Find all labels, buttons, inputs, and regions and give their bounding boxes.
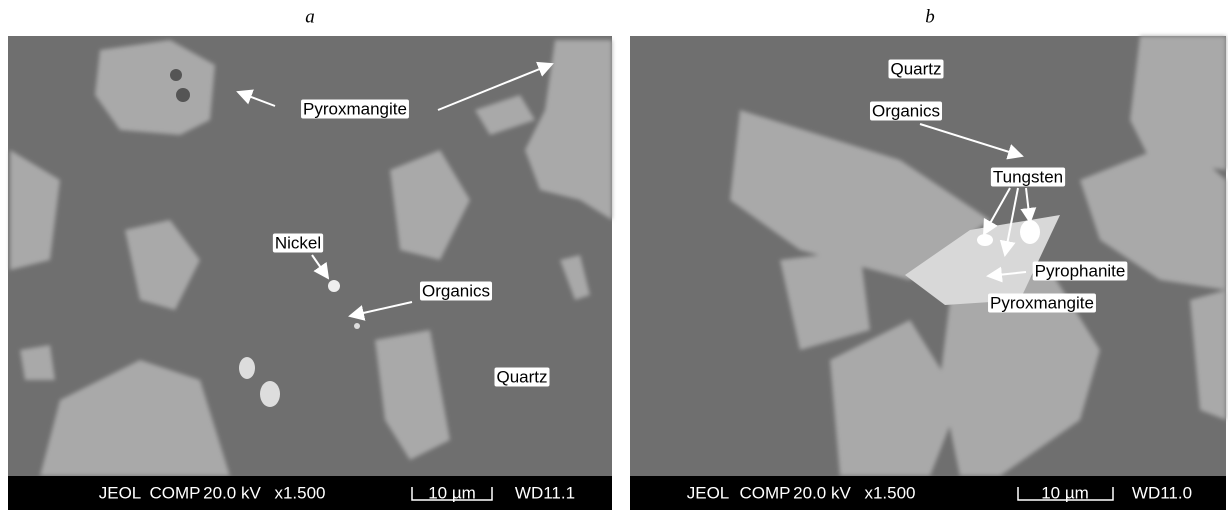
annotation-label: Quartz — [496, 367, 547, 386]
info-bar-text: x1.500 — [864, 483, 915, 502]
panel-label: b — [925, 6, 935, 27]
annotation: Quartz — [494, 367, 549, 386]
page: {"panels": [ {"label": "a", "annotations… — [0, 0, 1228, 510]
info-bar-text: WD11.0 — [1132, 483, 1192, 502]
annotation: Organics — [420, 281, 492, 300]
info-bar-text: 10 µm — [428, 483, 476, 502]
annotation-label: Pyroxmangite — [303, 99, 407, 118]
info-bar-text: COMP — [740, 483, 791, 502]
annotation-label: Tungsten — [993, 167, 1063, 186]
annotation: Nickel — [273, 233, 323, 252]
annotation: Pyroxmangite — [988, 293, 1096, 312]
annotation: Pyrophanite — [1033, 261, 1128, 280]
panel-label: a — [305, 6, 315, 27]
info-bar-text: 20.0 kV — [793, 483, 851, 502]
figure: a Pyroxmangite Nickel Organics Quartz JEOL COM… — [0, 0, 1228, 510]
annotation: Tungsten — [991, 167, 1065, 186]
info-bar-text: COMP — [150, 483, 201, 502]
info-bar-text: x1.500 — [274, 483, 325, 502]
annotation: Pyroxmangite — [301, 99, 409, 118]
annotation: Quartz — [888, 59, 943, 78]
annotation: Organics — [870, 101, 942, 120]
annotation-label: Organics — [872, 101, 940, 120]
annotation-label: Pyroxmangite — [990, 293, 1094, 312]
annotation-label: Quartz — [890, 59, 941, 78]
info-bar-text: JEOL — [99, 483, 142, 502]
info-bar-text: JEOL — [687, 483, 730, 502]
info-bar-text: WD11.1 — [515, 483, 575, 502]
info-bar-text: 10 µm — [1041, 483, 1089, 502]
annotation-label: Nickel — [275, 233, 321, 252]
annotation-label: Pyrophanite — [1035, 261, 1126, 280]
annotation-label: Organics — [422, 281, 490, 300]
info-bar-text: 20.0 kV — [203, 483, 261, 502]
